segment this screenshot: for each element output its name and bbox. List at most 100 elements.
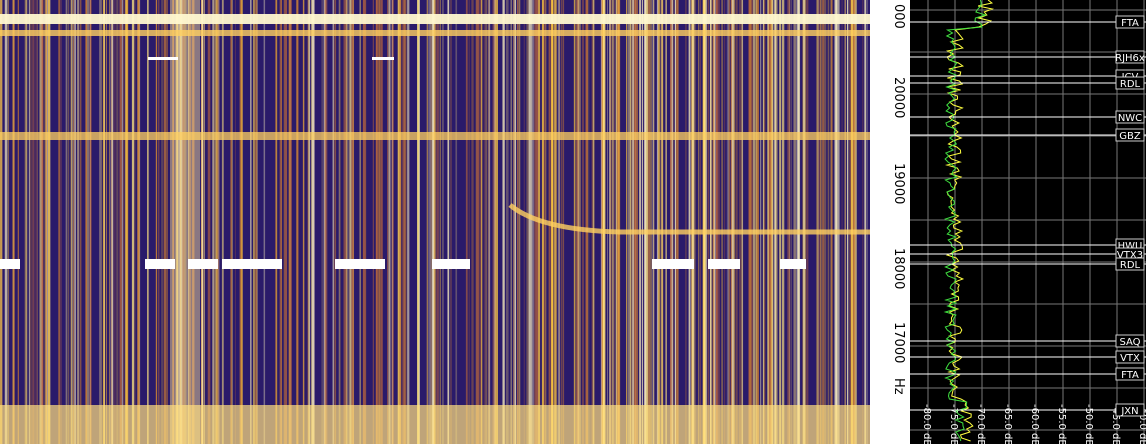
stripe bbox=[283, 0, 285, 444]
stripe bbox=[75, 0, 76, 444]
stripe bbox=[201, 0, 204, 444]
stripe bbox=[513, 0, 514, 444]
stripe bbox=[345, 0, 347, 444]
frequency-label: 19000 bbox=[891, 163, 906, 204]
stripe bbox=[627, 0, 630, 444]
stripe bbox=[852, 0, 856, 444]
stripe bbox=[588, 0, 590, 444]
stripe bbox=[29, 0, 32, 444]
stripe bbox=[221, 0, 224, 444]
stripe bbox=[730, 0, 733, 444]
stripe bbox=[827, 0, 829, 444]
station-label: SAQ bbox=[1119, 337, 1140, 348]
pulse bbox=[652, 259, 694, 269]
stripe bbox=[375, 0, 378, 444]
stripe bbox=[231, 0, 233, 444]
stripe bbox=[67, 0, 70, 444]
band bbox=[0, 405, 870, 444]
stripe bbox=[431, 0, 432, 444]
stripe bbox=[850, 0, 854, 444]
band bbox=[0, 132, 870, 140]
station-box bbox=[1115, 257, 1145, 271]
stripe bbox=[534, 0, 536, 444]
stripe bbox=[523, 0, 525, 444]
stripe bbox=[526, 0, 529, 444]
stripe bbox=[465, 0, 468, 444]
stripe bbox=[637, 0, 638, 444]
stripe bbox=[131, 0, 135, 444]
stripe bbox=[148, 0, 150, 444]
stripe bbox=[481, 0, 483, 444]
pulse bbox=[0, 259, 20, 269]
stripe bbox=[830, 0, 833, 444]
stripe bbox=[147, 0, 149, 444]
stripe bbox=[290, 0, 293, 444]
stripe bbox=[86, 0, 89, 444]
stripe bbox=[700, 0, 701, 444]
stripe bbox=[275, 0, 277, 444]
stripe bbox=[69, 0, 71, 444]
stripe bbox=[134, 0, 136, 444]
station-label: RJH6x bbox=[1115, 53, 1145, 64]
stripe bbox=[634, 0, 637, 444]
stripe bbox=[829, 0, 831, 444]
stripe bbox=[626, 0, 627, 444]
stripe bbox=[388, 0, 390, 444]
stripe bbox=[475, 0, 478, 444]
stripe bbox=[230, 0, 233, 444]
stripe bbox=[44, 0, 47, 444]
stripe bbox=[728, 0, 730, 444]
frequency-label: 17000 bbox=[891, 322, 906, 363]
stripe bbox=[793, 0, 796, 444]
stripe bbox=[253, 0, 255, 444]
stripe bbox=[203, 0, 205, 444]
stripe bbox=[109, 0, 110, 444]
stripe bbox=[189, 0, 191, 444]
stripe bbox=[644, 0, 647, 444]
stripe bbox=[485, 0, 488, 444]
stripe bbox=[816, 0, 819, 444]
station-label: RDL bbox=[1120, 79, 1141, 90]
stripe bbox=[517, 0, 519, 444]
stripe bbox=[70, 0, 74, 444]
stripe bbox=[803, 0, 806, 444]
stripe bbox=[37, 0, 39, 444]
stripe bbox=[58, 0, 60, 444]
station-box bbox=[1115, 403, 1145, 417]
stripe bbox=[591, 0, 594, 444]
stripe bbox=[250, 0, 252, 444]
stripe bbox=[775, 0, 778, 444]
stripe bbox=[822, 0, 825, 444]
stripe bbox=[398, 0, 399, 444]
station-box bbox=[1115, 350, 1145, 364]
stripe bbox=[847, 0, 849, 444]
stripe bbox=[166, 0, 168, 444]
stripe bbox=[117, 0, 119, 444]
stripe bbox=[399, 0, 402, 444]
pulse bbox=[145, 259, 175, 269]
stripe bbox=[47, 0, 49, 444]
frequency-axis-background bbox=[870, 0, 910, 444]
stripe bbox=[123, 0, 125, 444]
stripe bbox=[786, 0, 789, 444]
tone-curve bbox=[508, 203, 870, 235]
stripe bbox=[493, 0, 496, 444]
frequency-unit: Hz bbox=[891, 378, 906, 395]
stripe bbox=[629, 0, 633, 444]
stripe bbox=[306, 0, 309, 444]
stripe bbox=[710, 0, 712, 444]
level-label: -40.0 dB bbox=[1137, 404, 1146, 444]
stripe bbox=[854, 0, 856, 444]
spectrum-plot: -80.0 dB -75.0 dB -70.0 dB -65.0 dB -60.0 dB… bbox=[910, 0, 1146, 444]
stripe bbox=[35, 0, 38, 444]
stripe bbox=[577, 0, 580, 444]
frequency-axis: 000 20000 19000 18000 17000 Hz bbox=[891, 4, 906, 395]
stripe bbox=[398, 0, 400, 444]
stripe bbox=[779, 0, 782, 444]
stripe bbox=[788, 0, 790, 444]
stripe bbox=[426, 0, 429, 444]
station-box bbox=[1115, 15, 1145, 29]
stripe bbox=[864, 0, 866, 444]
stripe bbox=[213, 0, 216, 444]
